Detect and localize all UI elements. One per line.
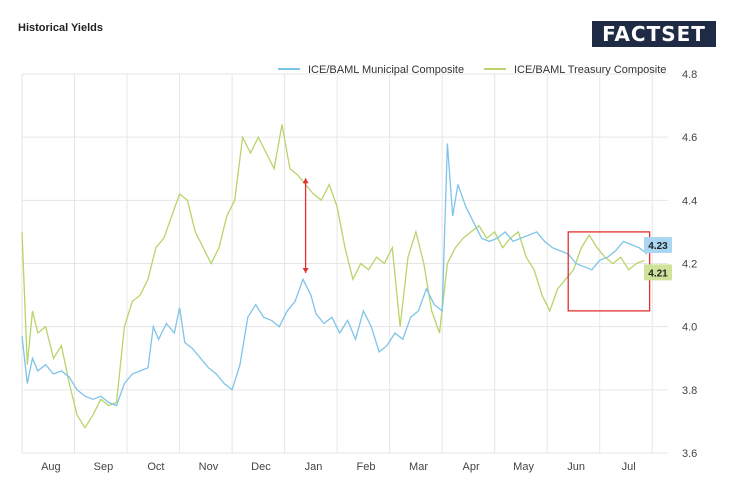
value-badge-label: 4.23 <box>648 241 668 252</box>
x-tick-label: Jan <box>305 461 323 473</box>
chart-grid <box>21 73 668 454</box>
x-tick-label: Sep <box>94 461 114 473</box>
y-tick-label: 4.4 <box>682 195 697 207</box>
series-lines <box>21 124 648 429</box>
x-tick-label: Feb <box>357 461 376 473</box>
y-tick-label: 4.2 <box>682 259 697 271</box>
highlight-box <box>567 231 651 312</box>
value-badge-label: 4.21 <box>648 268 668 279</box>
value-badge <box>644 264 672 281</box>
y-tick-label: 3.8 <box>682 385 697 397</box>
x-tick-label: Oct <box>147 461 164 473</box>
y-tick-label: 4.8 <box>682 69 697 81</box>
chart-title: Historical Yields <box>18 22 103 34</box>
legend-label: ICE/BAML Municipal Composite <box>308 64 464 76</box>
series-line <box>21 124 645 429</box>
x-axis-labels: Aug Sep Oct Nov Dec Jan Feb Mar Apr May Jun Jul <box>41 461 636 473</box>
x-tick-label: Apr <box>462 461 479 473</box>
y-tick-label: 4.0 <box>682 322 697 334</box>
y-tick-label: 3.6 <box>682 448 697 460</box>
factset-logo: FACTSET <box>592 21 716 47</box>
x-tick-label: Nov <box>199 461 219 473</box>
legend-label: ICE/BAML Treasury Composite <box>514 64 666 76</box>
arrow-head-up <box>302 178 309 184</box>
x-tick-label: Jul <box>622 461 636 473</box>
arrow-head-down <box>302 267 309 273</box>
x-tick-label: Mar <box>409 461 428 473</box>
value-badge <box>644 237 672 254</box>
last-value-badges: 4.23 4.21 <box>644 237 672 281</box>
x-tick-label: Dec <box>251 461 271 473</box>
chart-annotations <box>302 178 651 312</box>
x-tick-label: Aug <box>41 461 61 473</box>
y-axis-labels: 3.6 3.8 4.0 4.2 4.4 4.6 4.8 <box>682 69 697 460</box>
x-tick-label: Jun <box>567 461 585 473</box>
chart-legend: ICE/BAML Municipal Composite ICE/BAML Tre… <box>278 64 666 76</box>
y-tick-label: 4.6 <box>682 132 697 144</box>
x-tick-label: May <box>513 461 534 473</box>
series-line <box>21 143 648 407</box>
